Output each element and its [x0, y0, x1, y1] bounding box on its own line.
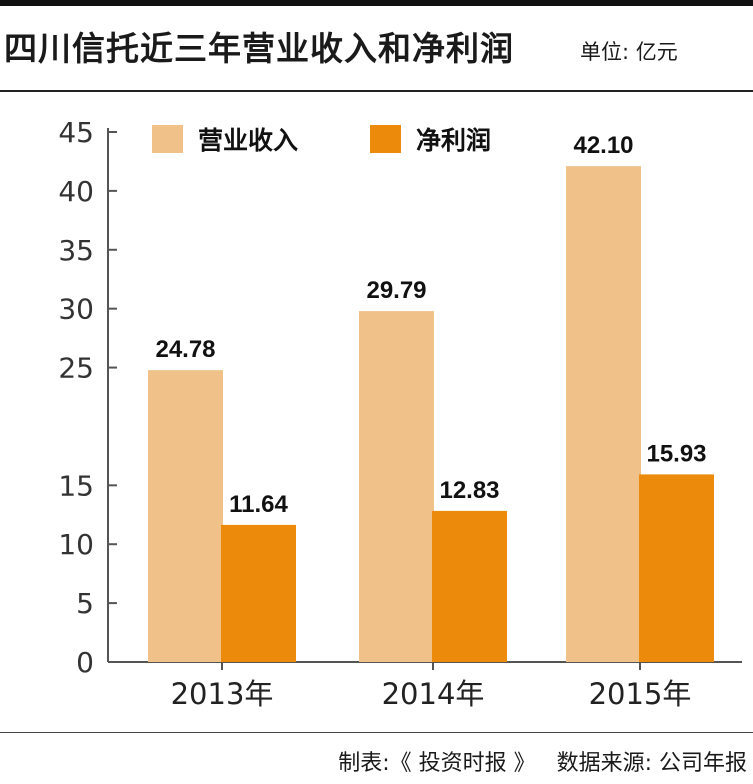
unit-label: 单位: 亿元 — [580, 40, 678, 64]
data-label-revenue: 42.10 — [573, 132, 633, 159]
legend-swatch-profit — [370, 125, 401, 153]
data-label-profit: 15.93 — [646, 440, 706, 467]
x-tick-label: 2014年 — [382, 677, 485, 711]
footer-maker: 制表:《 投资时报 》 — [338, 751, 536, 776]
y-tick-label: 35 — [58, 234, 94, 267]
footer-source: 数据来源: 公司年报 — [556, 751, 747, 776]
footer: 制表:《 投资时报 》 数据来源: 公司年报 — [338, 745, 747, 777]
legend-swatch-revenue — [152, 125, 183, 153]
data-label-profit: 11.64 — [229, 491, 288, 518]
data-label-revenue: 29.79 — [366, 277, 426, 304]
bar-chart: 0 5 10 15 25 30 35 40 45 24.78 11.64 2013年 29.79 12.8… — [58, 116, 742, 711]
footer-gap — [536, 751, 557, 776]
title-rule — [0, 90, 753, 92]
legend-label-profit: 净利润 — [416, 126, 491, 155]
y-tick-label: 0 — [76, 646, 94, 679]
y-tick-label: 25 — [58, 352, 94, 385]
bar-revenue — [359, 311, 434, 662]
y-tick-label: 45 — [58, 116, 94, 149]
y-tick-label: 10 — [58, 528, 94, 561]
y-tick-label: 15 — [58, 469, 94, 502]
x-tick-label: 2015年 — [589, 677, 692, 711]
bar-revenue — [566, 166, 641, 662]
bar-profit — [221, 524, 296, 662]
x-tick-label: 2013年 — [171, 677, 274, 711]
bottom-rule — [0, 732, 753, 733]
y-tick-label: 40 — [58, 175, 94, 208]
y-tick-label: 5 — [76, 587, 94, 620]
top-rule — [0, 0, 753, 6]
legend-label-revenue: 营业收入 — [198, 126, 298, 155]
y-tick-label: 30 — [58, 293, 94, 326]
bar-profit — [639, 474, 714, 662]
bar-revenue — [148, 370, 223, 662]
chart-title: 四川信托近三年营业收入和净利润 — [4, 29, 514, 68]
data-label-profit: 12.83 — [439, 477, 499, 504]
bar-profit — [432, 510, 507, 662]
data-label-revenue: 24.78 — [155, 336, 215, 363]
